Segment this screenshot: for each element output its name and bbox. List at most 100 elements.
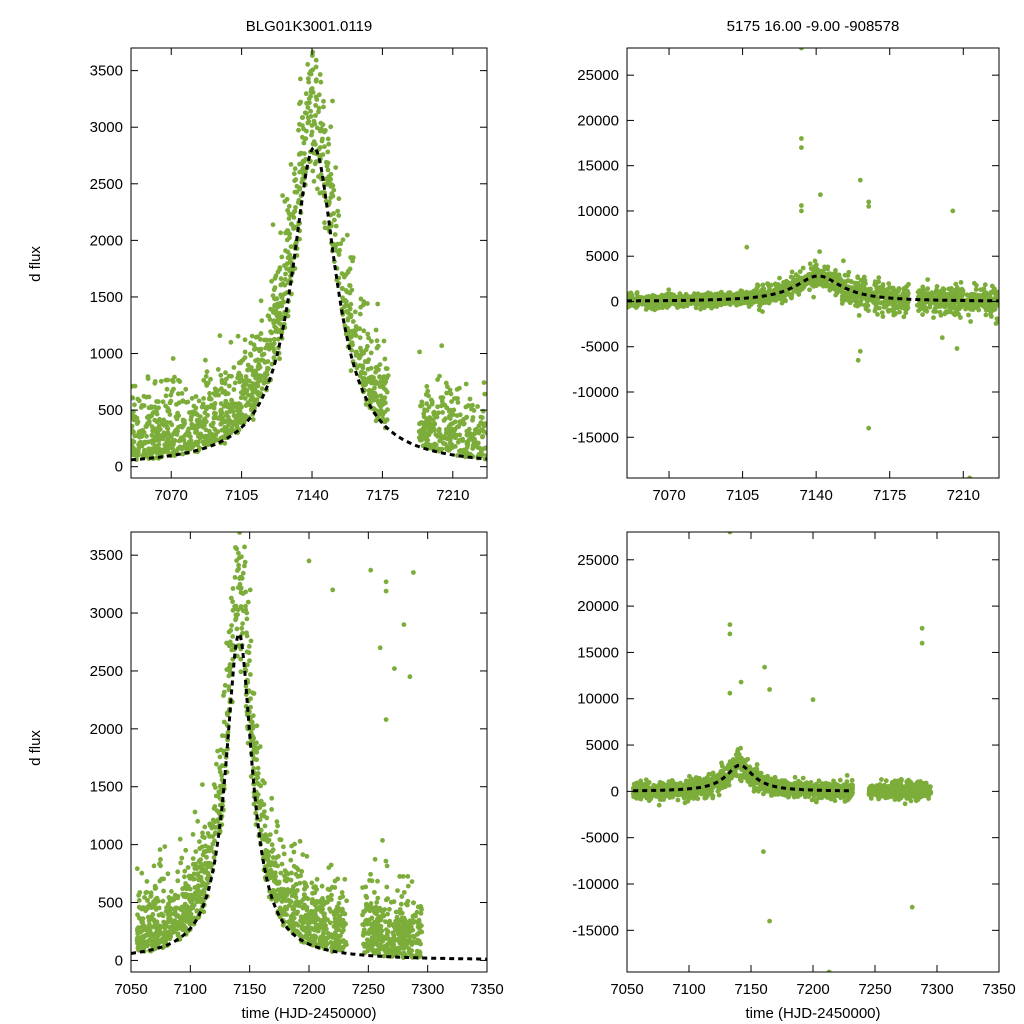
data-point [132, 414, 138, 420]
data-point [154, 895, 160, 901]
data-point [245, 367, 251, 373]
data-point [960, 288, 966, 294]
outlier-point [799, 48, 804, 51]
data-point [273, 855, 279, 861]
data-point [135, 945, 141, 951]
data-point [141, 403, 147, 408]
data-point [321, 129, 327, 135]
data-point [257, 744, 263, 750]
data-point [217, 828, 223, 834]
y-tick-label: 15000 [577, 158, 619, 175]
data-point [436, 426, 442, 432]
data-point [405, 874, 411, 879]
data-point [439, 399, 445, 404]
data-point [983, 297, 988, 302]
data-point [251, 347, 257, 352]
data-point [226, 673, 232, 679]
data-point [281, 912, 287, 917]
data-point [987, 292, 992, 298]
data-point [281, 844, 286, 850]
data-point [480, 434, 485, 440]
data-point [956, 297, 961, 303]
data-point [157, 427, 162, 433]
data-point [745, 299, 750, 305]
data-point [381, 953, 387, 959]
data-point [182, 868, 188, 874]
data-point [989, 283, 995, 289]
data-point [856, 313, 862, 318]
data-point [338, 241, 344, 247]
data-point [247, 587, 253, 593]
data-point [904, 303, 910, 308]
data-point [369, 338, 374, 344]
data-point [993, 291, 999, 296]
data-point [284, 892, 290, 898]
data-point [152, 426, 158, 432]
data-point [443, 380, 449, 386]
data-point [303, 91, 309, 97]
data-point [152, 380, 158, 386]
data-point [237, 504, 242, 509]
data-point [368, 871, 373, 877]
data-point [146, 420, 152, 426]
data-point [253, 771, 258, 777]
data-point [146, 446, 152, 452]
data-point [326, 865, 332, 870]
data-point [363, 359, 368, 364]
data-point [155, 937, 161, 943]
data-point [185, 865, 191, 870]
data-point [202, 849, 208, 855]
data-point [295, 874, 301, 879]
data-point [426, 404, 432, 410]
data-point [901, 286, 907, 292]
data-point [366, 335, 371, 341]
data-point [294, 899, 300, 905]
data-point [152, 920, 158, 926]
data-point [135, 912, 140, 918]
data-point [953, 287, 958, 293]
data-point [202, 418, 208, 423]
data-point [399, 894, 405, 899]
data-point [204, 369, 210, 375]
data-point [224, 426, 229, 431]
data-point [455, 439, 461, 445]
data-point [348, 314, 354, 320]
data-point [774, 291, 779, 297]
data-point [309, 880, 315, 886]
y-tick-label: 500 [98, 402, 123, 419]
data-point [260, 802, 265, 808]
data-point [437, 438, 443, 444]
data-point [422, 443, 428, 449]
x-tick-label: 7210 [436, 487, 469, 504]
data-point [294, 183, 300, 189]
data-point [237, 379, 243, 385]
data-point [327, 906, 332, 912]
data-point [232, 380, 238, 386]
data-point [310, 49, 316, 55]
data-point [796, 292, 802, 297]
data-point [217, 754, 223, 760]
data-point [478, 421, 483, 426]
data-point [161, 888, 167, 894]
data-point [158, 930, 164, 936]
data-point [932, 290, 938, 296]
data-point [170, 356, 176, 361]
data-point [360, 363, 366, 369]
data-point [968, 319, 973, 324]
data-point [460, 436, 465, 442]
data-point [816, 277, 822, 283]
data-point [230, 634, 236, 639]
data-point [177, 379, 183, 384]
data-point [397, 907, 403, 912]
data-point [307, 71, 312, 76]
data-point [365, 948, 371, 954]
data-point [387, 906, 392, 912]
data-point [257, 348, 262, 354]
data-point [938, 304, 944, 309]
data-point [266, 346, 272, 352]
data-point [219, 733, 225, 739]
data-point [348, 368, 354, 374]
data-point [921, 303, 927, 309]
title-left: BLG01K3001.0119 [246, 18, 373, 35]
data-point [304, 853, 310, 859]
